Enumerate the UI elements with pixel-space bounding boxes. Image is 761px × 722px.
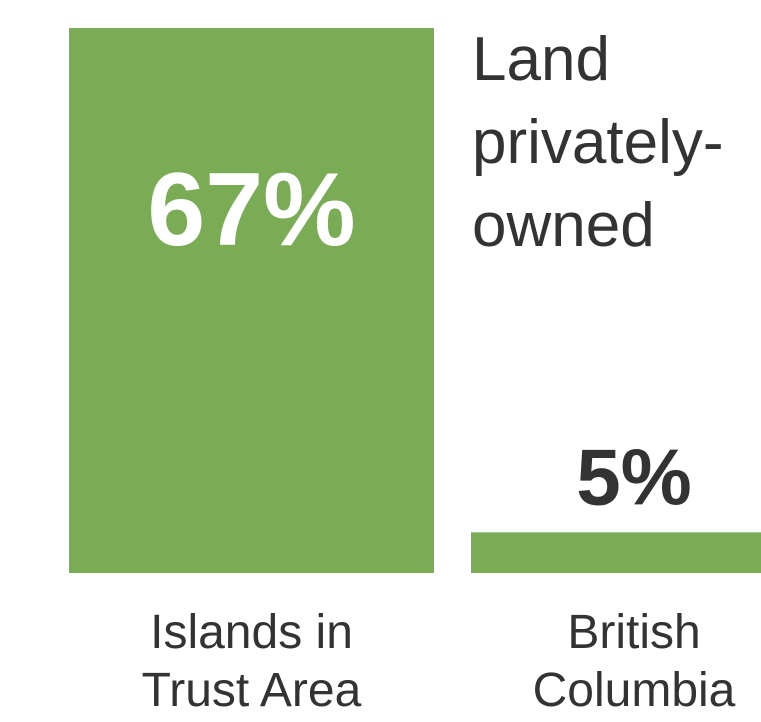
chart-title-line-1: Land	[472, 25, 610, 94]
bar-value-label-2: 5%	[576, 432, 692, 521]
bar-2	[471, 532, 761, 573]
bar-value-label-1: 67%	[147, 152, 355, 268]
category-label-1-line-2: Trust Area	[142, 664, 362, 717]
category-label-1-line-1: Islands in	[150, 606, 353, 659]
chart-title-line-3: owned	[472, 191, 655, 260]
bars-group: 67% 5%	[69, 28, 761, 573]
chart-title: Land privately- owned	[472, 25, 724, 260]
category-label-2-line-1: British	[567, 606, 700, 659]
category-label-2-line-2: Columbia	[533, 664, 736, 717]
chart-title-line-2: privately-	[472, 108, 724, 177]
bar-1	[69, 28, 434, 573]
